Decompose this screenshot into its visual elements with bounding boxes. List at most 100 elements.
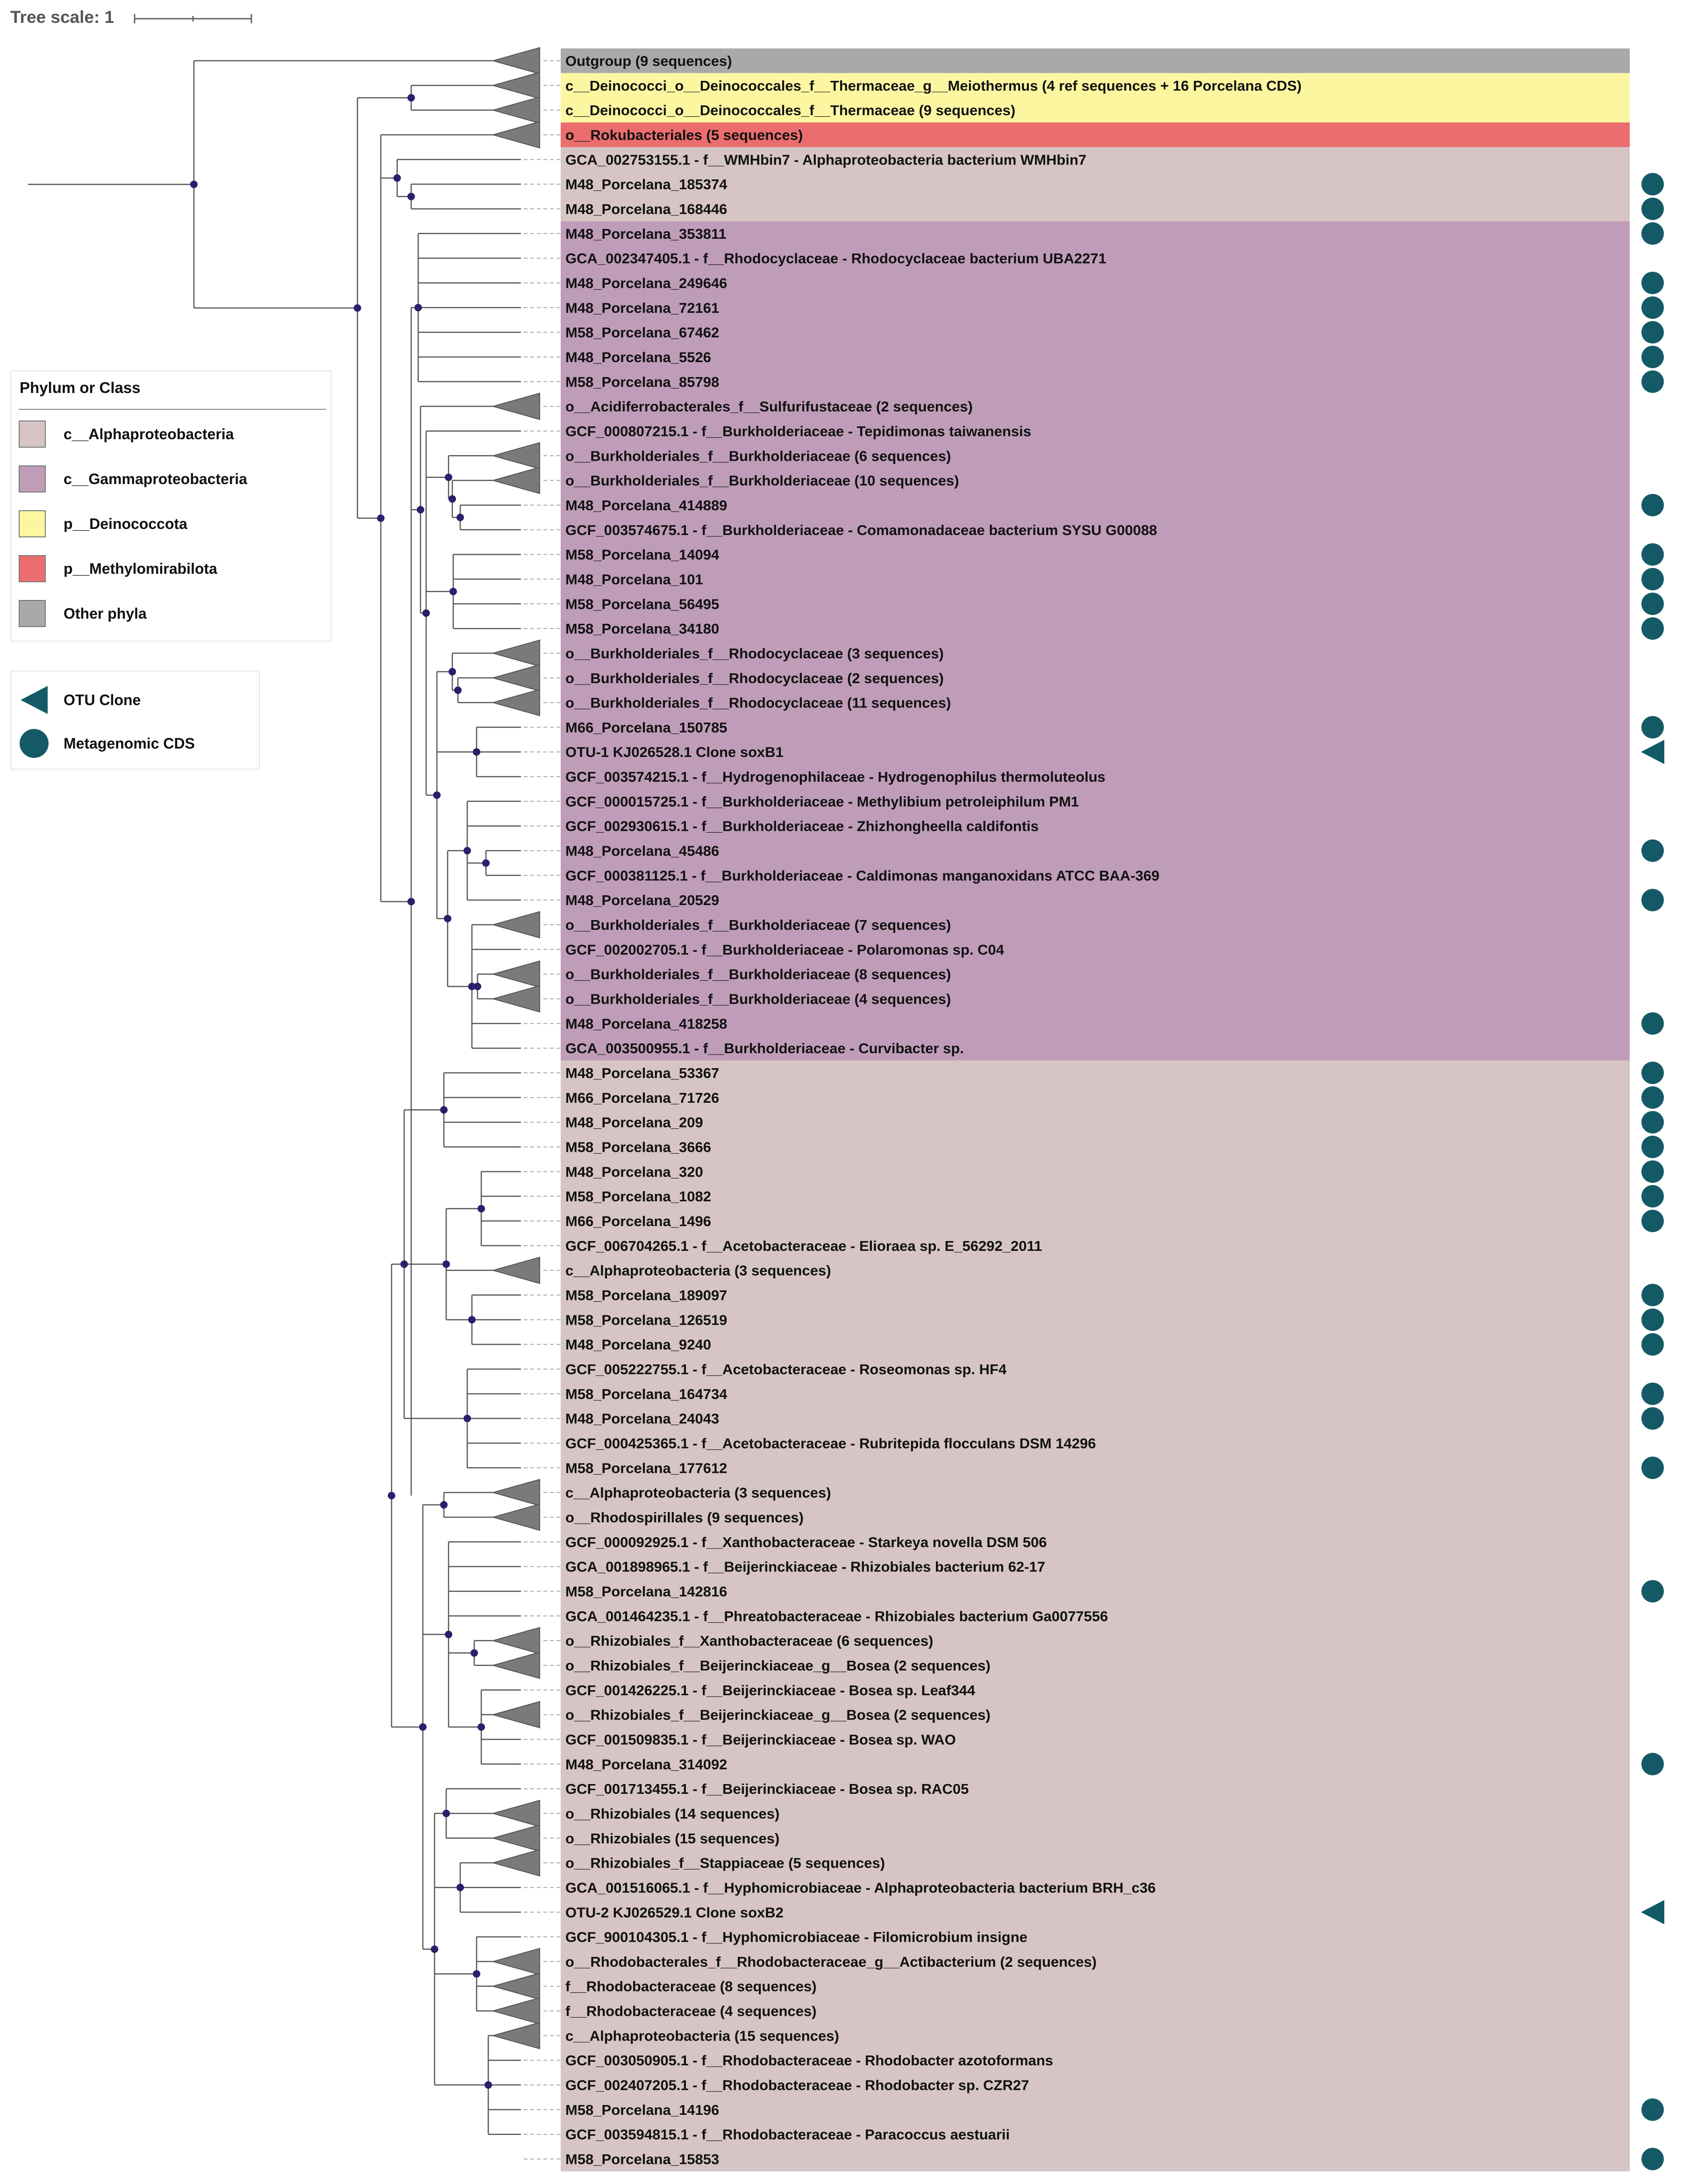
legend-label: c__Gammaproteobacteria <box>64 470 248 487</box>
collapsed-clade-triangle <box>491 121 540 149</box>
collapsed-clade-triangle <box>491 911 540 939</box>
collapsed-clade-triangle <box>491 1627 540 1655</box>
group-band-other <box>561 48 1630 73</box>
legend-label: Other phyla <box>64 605 147 622</box>
support-node <box>440 1106 448 1114</box>
legend-label: p__Methylomirabilota <box>64 560 217 577</box>
collapsed-clade-triangle <box>491 985 540 1013</box>
leaf-label: o__Burkholderiales_f__Rhodocyclaceae (11… <box>565 695 951 711</box>
metagenomic-cds-marker <box>1641 1210 1664 1233</box>
metagenomic-cds-marker <box>1641 1185 1664 1208</box>
leaf-label: o__Rhizobiales (14 sequences) <box>565 1806 779 1822</box>
leaf-label: GCA_003500955.1 - f__Burkholderiaceae - … <box>565 1040 964 1056</box>
leaf-label: GCF_003594815.1 - f__Rhodobacteraceae - … <box>565 2127 1010 2143</box>
marker-column <box>1641 173 1664 2170</box>
metagenomic-cds-marker <box>1641 889 1664 912</box>
leaf-label: Outgroup (9 sequences) <box>565 53 732 69</box>
leaf-label: o__Burkholderiales_f__Rhodocyclaceae (3 … <box>565 645 944 662</box>
metagenomic-cds-marker <box>1641 345 1664 368</box>
support-node <box>445 1630 452 1638</box>
leaf-label: M66_Porcelana_71726 <box>565 1090 719 1106</box>
metagenomic-cds-marker <box>1641 592 1664 615</box>
leaf-label: M58_Porcelana_85798 <box>565 374 719 390</box>
collapsed-clade-triangle <box>491 466 540 494</box>
metagenomic-cds-marker <box>1641 1062 1664 1085</box>
leaf-label: M48_Porcelana_249646 <box>565 275 727 291</box>
metagenomic-cds-marker <box>1641 370 1664 393</box>
support-node <box>388 1492 395 1499</box>
legend-label: OTU Clone <box>64 691 141 708</box>
leaf-label: M48_Porcelana_53367 <box>565 1065 719 1081</box>
leaf-label: M48_Porcelana_9240 <box>565 1336 711 1353</box>
group-band-methyl <box>561 122 1630 147</box>
leaf-label: M58_Porcelana_177612 <box>565 1460 727 1476</box>
legend-item-alphaproteobacteria: c__Alphaproteobacteria <box>19 419 234 449</box>
collapsed-clade-triangle <box>491 1503 540 1531</box>
metagenomic-cds-marker <box>1641 568 1664 591</box>
legend-swatch-deinococcota <box>19 510 46 537</box>
leaf-label: GCA_002347405.1 - f__Rhodocyclaceae - Rh… <box>565 250 1106 267</box>
support-node <box>190 180 198 188</box>
leaf-label: GCF_003050905.1 - f__Rhodobacteraceae - … <box>565 2052 1053 2069</box>
support-node <box>449 668 456 676</box>
leaf-label: M66_Porcelana_150785 <box>565 719 727 735</box>
metagenomic-cds-marker <box>1641 1012 1664 1035</box>
support-node <box>407 94 415 102</box>
leaf-label: M58_Porcelana_15853 <box>565 2151 719 2168</box>
collapsed-clade-triangle <box>491 393 540 420</box>
legend-item-other-phyla: Other phyla <box>19 599 147 628</box>
metagenomic-cds-marker <box>1641 1333 1664 1356</box>
leaf-label: M48_Porcelana_353811 <box>565 226 727 242</box>
leaf-label: M66_Porcelana_1496 <box>565 1213 711 1229</box>
leaf-label: M58_Porcelana_164734 <box>565 1386 727 1402</box>
metagenomic-cds-marker <box>1641 493 1664 516</box>
leaf-label: M48_Porcelana_414889 <box>565 497 727 514</box>
leaf-label: f__Rhodobacteraceae (8 sequences) <box>565 1978 817 1995</box>
leaf-label: c__Alphaproteobacteria (3 sequences) <box>565 1263 831 1279</box>
legend-label: Metagenomic CDS <box>64 735 195 752</box>
leaf-label: GCA_001898965.1 - f__Beijerinckiaceae - … <box>565 1559 1045 1575</box>
support-node <box>400 1260 408 1268</box>
leader-lines <box>524 60 561 2160</box>
support-node <box>473 748 480 756</box>
metagenomic-cds-circle-icon <box>20 729 49 758</box>
leaf-label: M48_Porcelana_5526 <box>565 349 711 365</box>
metagenomic-cds-marker <box>1641 1284 1664 1306</box>
phylum-legend-title: Phylum or Class <box>20 379 141 396</box>
leaf-label: GCF_001509835.1 - f__Beijerinckiaceae - … <box>565 1731 956 1748</box>
collapsed-clade-triangle <box>491 1824 540 1852</box>
metagenomic-cds-marker <box>1641 1111 1664 1134</box>
legend-item-gammaproteobacteria: c__Gammaproteobacteria <box>19 464 247 494</box>
leaf-label: o__Rhizobiales_f__Beijerinckiaceae_g__Bo… <box>565 1657 991 1674</box>
leaf-label: GCF_000807215.1 - f__Burkholderiaceae - … <box>565 423 1031 439</box>
leaf-label: c__Deinococci_o__Deinococcales_f__Therma… <box>565 102 1015 119</box>
metagenomic-cds-marker <box>1641 1086 1664 1109</box>
leaf-label: M58_Porcelana_189097 <box>565 1287 727 1304</box>
metagenomic-cds-marker <box>1641 1135 1664 1158</box>
legend-label: p__Deinococcota <box>64 515 187 532</box>
collapsed-clade-triangle <box>491 664 540 692</box>
legend-item-metagenomic-cds: Metagenomic CDS <box>19 728 195 758</box>
metagenomic-cds-marker <box>1641 1753 1664 1776</box>
collapsed-clade-triangle <box>491 47 540 75</box>
support-node <box>442 1260 450 1268</box>
leaf-label: M58_Porcelana_56495 <box>565 596 719 612</box>
metagenomic-cds-marker <box>1641 173 1664 196</box>
group-band-alpha <box>561 1060 1630 2171</box>
support-node <box>431 1945 438 1953</box>
leaf-label: M48_Porcelana_168446 <box>565 201 727 217</box>
metagenomic-cds-marker <box>1641 2098 1664 2121</box>
collapsed-clade-triangle <box>491 1701 540 1728</box>
leaf-label: GCF_000015725.1 - f__Burkholderiaceae - … <box>565 793 1079 810</box>
support-node <box>474 983 481 991</box>
leaf-label: M48_Porcelana_101 <box>565 571 703 587</box>
leaf-label: M48_Porcelana_185374 <box>565 176 727 193</box>
support-node <box>468 983 476 991</box>
leaf-label: M48_Porcelana_72161 <box>565 300 719 316</box>
metagenomic-cds-marker <box>1641 1308 1664 1331</box>
leaf-label: o__Rhodospirillales (9 sequences) <box>565 1509 804 1526</box>
support-node <box>417 506 424 514</box>
support-node <box>393 174 401 182</box>
support-node <box>464 1414 471 1422</box>
